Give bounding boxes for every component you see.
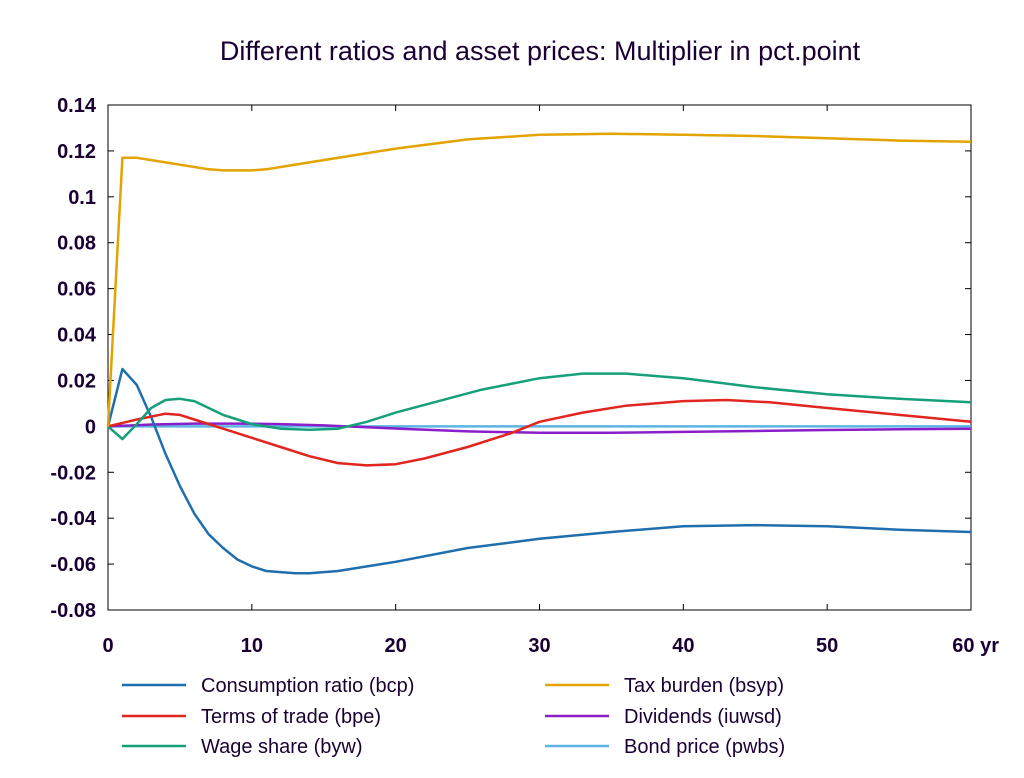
series-line-3 [106, 132, 972, 427]
legend-label-0: Consumption ratio (bcp) [201, 675, 414, 697]
y-tick-label: 0.14 [57, 95, 97, 117]
series-line-4 [107, 422, 972, 435]
chart-title: Different ratios and asset prices: Multi… [220, 36, 861, 66]
y-tick-label: -0.02 [50, 462, 96, 484]
legend-label-4: Dividends (iuwsd) [624, 706, 782, 728]
y-tick-label: -0.04 [50, 508, 96, 530]
legend-label-1: Terms of trade (bpe) [201, 706, 381, 728]
legend: Consumption ratio (bcp) Terms of trade (b… [122, 675, 785, 758]
y-tick-label: -0.08 [50, 600, 96, 622]
x-tick-label: 40 [672, 635, 694, 657]
legend-label-5: Bond price (pwbs) [624, 736, 785, 758]
y-tick-label: 0.12 [57, 141, 96, 163]
y-tick-label: 0.1 [68, 187, 96, 209]
series-line-1 [107, 398, 972, 467]
y-tick-label: 0.06 [57, 279, 96, 301]
series-line-2 [107, 372, 972, 441]
plot-area: -0.08 -0.06 -0.04 -0.02 0 0.02 0.04 0.06 0.08 0.1… [50, 95, 999, 657]
y-tick-label: 0.04 [57, 325, 97, 347]
y-tick-label: 0 [85, 416, 96, 438]
legend-label-2: Wage share (byw) [201, 736, 363, 758]
x-tick-label: 20 [385, 635, 407, 657]
x-tick-label: 10 [241, 635, 263, 657]
y-tick-label: 0.08 [57, 233, 96, 255]
x-tick-label: 50 [816, 635, 838, 657]
plot-frame [107, 104, 972, 611]
y-tick-label: -0.06 [50, 554, 96, 576]
y-tick-label: 0.02 [57, 370, 96, 392]
legend-label-3: Tax burden (bsyp) [624, 675, 784, 697]
x-tick-label: 60 yr [952, 635, 999, 657]
series-line-0 [106, 367, 972, 575]
x-tick-label: 0 [102, 635, 113, 657]
x-tick-label: 30 [528, 635, 550, 657]
